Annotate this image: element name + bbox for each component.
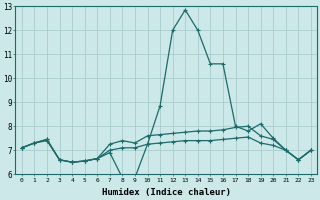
X-axis label: Humidex (Indice chaleur): Humidex (Indice chaleur) xyxy=(102,188,231,197)
